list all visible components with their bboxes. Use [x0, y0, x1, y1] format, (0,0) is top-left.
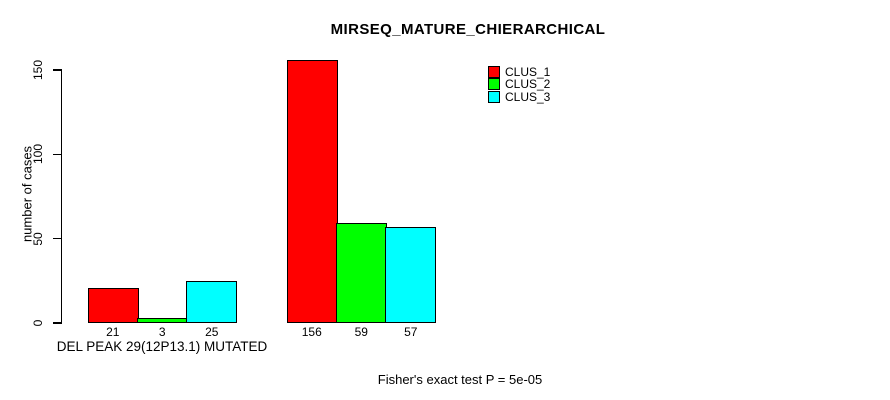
legend-swatch-clus_1 [488, 65, 500, 78]
y-axis-tick [53, 69, 62, 71]
y-axis-tick [53, 237, 62, 240]
bar-clus_1-group2 [287, 60, 338, 323]
bar-clus_3-group2 [385, 227, 436, 323]
y-axis-tick [53, 153, 62, 156]
legend-swatch-clus_3 [488, 90, 500, 103]
bar-clus_2-group2 [336, 223, 387, 323]
y-axis-tick-label: 50 [31, 231, 45, 246]
chart-title: MIRSEQ_MATURE_CHIERARCHICAL [330, 21, 606, 38]
bar-value-label: 21 [106, 325, 120, 339]
bar-value-label: 59 [354, 325, 368, 339]
y-axis-line [61, 70, 63, 324]
bar-value-label: 3 [158, 325, 166, 339]
legend-label-clus_3: CLUS_3 [505, 89, 551, 104]
bar-clus_3-group1 [186, 281, 237, 323]
fisher-test-note: Fisher's exact test P = 5e-05 [377, 372, 543, 387]
bar-value-label: 156 [301, 325, 322, 339]
bar-clus_2-group1 [137, 318, 188, 323]
bar-value-label: 57 [404, 325, 418, 339]
legend-swatch-clus_2 [488, 78, 500, 90]
bar-clus_1-group1 [88, 288, 139, 323]
legend-label-clus_2: CLUS_2 [505, 77, 551, 91]
legend-label-clus_1: CLUS_1 [505, 64, 551, 79]
y-axis-tick [53, 322, 62, 324]
bar-value-label: 25 [205, 325, 219, 339]
y-axis-tick-label: 0 [31, 319, 45, 327]
y-axis-tick-label: 150 [31, 59, 45, 81]
x-axis-group-label: DEL PEAK 29(12P13.1) MUTATED [56, 339, 268, 354]
y-axis-tick-label: 100 [31, 144, 45, 165]
